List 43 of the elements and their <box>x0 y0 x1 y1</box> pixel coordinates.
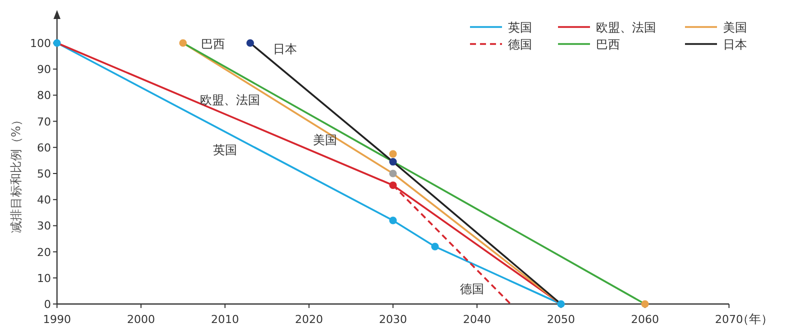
point <box>246 39 254 47</box>
point <box>389 170 397 178</box>
point <box>389 150 397 158</box>
x-tick-label: 2070 <box>715 313 743 326</box>
y-tick-label: 80 <box>37 89 51 102</box>
legend-label: 英国 <box>508 20 532 34</box>
point <box>431 242 439 250</box>
y-axis-title: 减排目标和比例（%） <box>9 114 23 234</box>
legend-label: 日本 <box>723 38 747 52</box>
x-tick-label: 2040 <box>463 313 491 326</box>
y-tick-label: 60 <box>37 141 51 154</box>
y-tick-label: 20 <box>37 246 51 259</box>
x-tick-label: 2050 <box>547 313 575 326</box>
annotation: 巴西 <box>201 37 225 51</box>
x-tick-label: 1990 <box>43 313 71 326</box>
annotation: 英国 <box>213 143 237 157</box>
x-tick-label: 2060 <box>631 313 659 326</box>
y-tick-label: 50 <box>37 168 51 180</box>
annotation: 日本 <box>273 42 297 56</box>
point <box>389 181 397 190</box>
y-tick-label: 70 <box>37 115 51 128</box>
y-tick-label: 90 <box>37 63 51 76</box>
legend-label: 欧盟、法国 <box>596 20 656 34</box>
point <box>641 300 649 308</box>
y-tick-label: 40 <box>37 194 51 207</box>
annotation: 德国 <box>460 282 484 296</box>
point <box>179 39 187 47</box>
point <box>389 158 397 166</box>
point <box>557 300 565 308</box>
legend-label: 巴西 <box>596 38 620 52</box>
y-tick-label: 100 <box>30 37 51 50</box>
point <box>389 216 397 224</box>
x-tick-label: 2000 <box>127 313 155 326</box>
legend-label: 美国 <box>723 20 747 34</box>
legend-label: 德国 <box>508 38 532 52</box>
y-tick-label: 0 <box>44 298 51 311</box>
x-tick-label: 2010 <box>211 313 239 326</box>
y-tick-label: 30 <box>37 220 51 233</box>
x-tick-label: 2020 <box>295 313 323 326</box>
x-tick-label: 2030 <box>379 313 407 326</box>
y-tick-label: 10 <box>37 272 51 285</box>
annotation: 美国 <box>313 133 337 147</box>
annotation: 欧盟、法国 <box>200 93 260 107</box>
